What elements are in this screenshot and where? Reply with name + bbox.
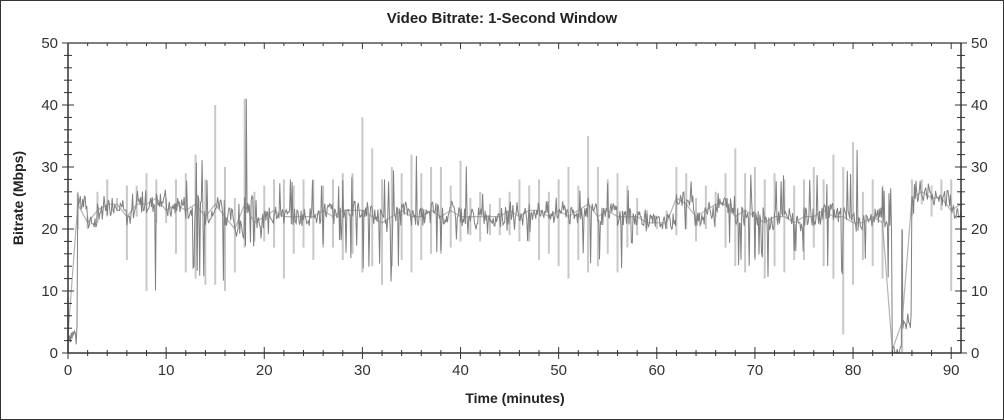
range-mark xyxy=(577,185,580,260)
range-mark xyxy=(204,179,207,285)
range-mark xyxy=(145,173,148,291)
range-mark xyxy=(322,185,325,248)
range-mark xyxy=(763,179,766,279)
range-mark xyxy=(361,117,364,273)
range-mark xyxy=(842,167,845,335)
y-tick-label-left: 10 xyxy=(41,283,58,300)
range-mark xyxy=(224,167,227,291)
range-mark xyxy=(753,167,756,260)
y-tick-label-right: 0 xyxy=(971,345,979,362)
x-tick-label: 0 xyxy=(64,362,72,379)
range-mark xyxy=(312,179,315,260)
trace-group xyxy=(67,98,962,354)
range-mark xyxy=(106,179,109,217)
range-mark xyxy=(194,154,197,279)
x-tick-label: 60 xyxy=(648,362,665,379)
x-tick-label: 40 xyxy=(452,362,469,379)
range-mark xyxy=(567,167,570,279)
range-mark xyxy=(547,191,550,254)
range-mark xyxy=(704,185,707,229)
range-mark xyxy=(822,179,825,267)
x-axis-label: Time (minutes) xyxy=(465,390,565,406)
y-tick-label-left: 50 xyxy=(41,35,58,52)
y-tick-label-right: 50 xyxy=(971,35,988,52)
range-mark xyxy=(273,179,276,248)
range-mark xyxy=(685,173,688,229)
x-tick-label: 50 xyxy=(550,362,567,379)
range-mark xyxy=(950,179,953,291)
range-mark xyxy=(459,160,462,242)
y-tick-label-right: 30 xyxy=(971,159,988,176)
x-tick-label: 20 xyxy=(256,362,273,379)
y-tick-label-left: 40 xyxy=(41,97,58,114)
x-tick-label: 80 xyxy=(845,362,862,379)
y-tick-label-left: 20 xyxy=(41,221,58,238)
range-mark xyxy=(881,185,884,279)
y-tick-label-right: 40 xyxy=(971,97,988,114)
range-mark xyxy=(557,179,560,267)
range-mark xyxy=(282,179,285,279)
range-mark xyxy=(783,179,786,273)
range-mark xyxy=(233,198,236,273)
range-mark xyxy=(439,167,442,254)
range-mark xyxy=(174,179,177,254)
range-mark xyxy=(449,185,452,248)
range-mark xyxy=(214,105,217,285)
y-tick-label-right: 10 xyxy=(971,283,988,300)
x-tick-label: 70 xyxy=(747,362,764,379)
range-mark xyxy=(184,173,187,273)
chart-title: Video Bitrate: 1-Second Window xyxy=(386,10,618,27)
range-mark xyxy=(930,185,933,217)
x-tick-label: 10 xyxy=(158,362,175,379)
range-mark xyxy=(812,167,815,248)
range-mark xyxy=(341,173,344,260)
range-mark xyxy=(518,179,521,242)
range-mark xyxy=(410,154,413,273)
range-mark xyxy=(940,179,943,211)
range-mark xyxy=(724,173,727,248)
x-tick-label: 90 xyxy=(943,362,960,379)
mean-line xyxy=(67,191,962,351)
range-mark xyxy=(253,191,256,242)
y-tick-label-right: 20 xyxy=(971,221,988,238)
range-mark xyxy=(243,98,246,248)
range-mark xyxy=(852,142,855,285)
y-tick-label-left: 0 xyxy=(50,345,58,362)
range-mark xyxy=(381,179,384,285)
range-mark xyxy=(744,173,747,273)
y-tick-label-left: 30 xyxy=(41,159,58,176)
x-tick-label: 30 xyxy=(354,362,371,379)
range-mark xyxy=(606,179,609,254)
range-mark xyxy=(538,179,541,260)
bitrate-trace xyxy=(67,98,962,354)
